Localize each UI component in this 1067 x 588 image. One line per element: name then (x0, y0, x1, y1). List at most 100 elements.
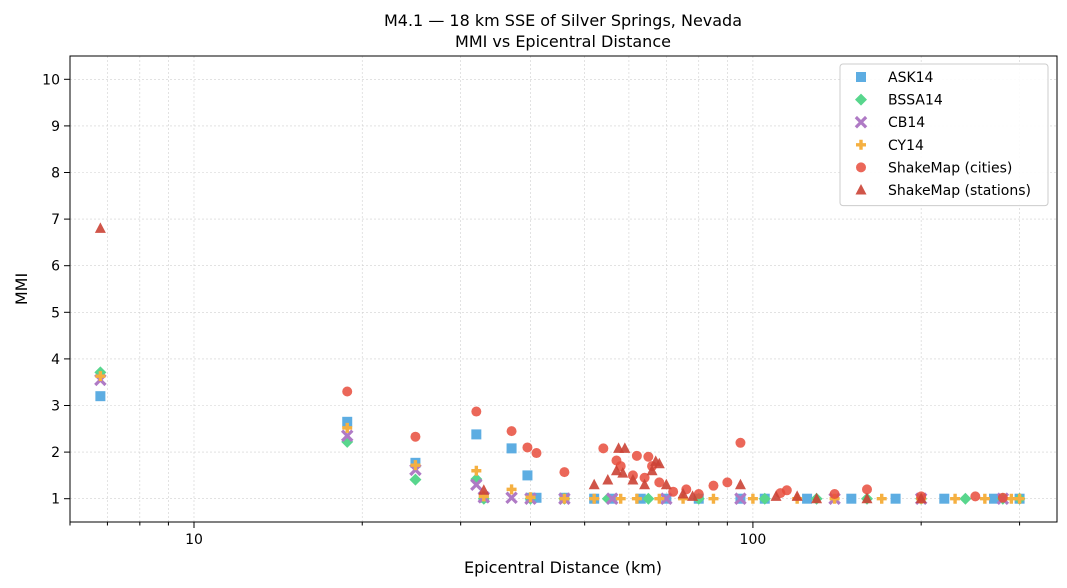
data-point (531, 448, 542, 459)
legend: ASK14 BSSA14 CB14 CY14 ShakeMap (cities) Shak… (839, 63, 1049, 207)
legend-label: CY14 (888, 138, 924, 154)
data-point (660, 492, 673, 505)
data-point (615, 493, 626, 504)
data-point (959, 492, 972, 505)
series-circle (342, 386, 1008, 503)
x-tick-label: 100 (740, 532, 767, 548)
data-point (410, 431, 421, 442)
y-tick-label: 5 (51, 305, 60, 321)
data-point (506, 426, 517, 437)
y-tick-label: 10 (42, 72, 60, 88)
data-point (631, 450, 642, 461)
data-point (95, 371, 106, 382)
legend-marker (854, 115, 868, 129)
data-point (654, 493, 665, 504)
data-point (660, 478, 672, 490)
data-point (708, 493, 719, 504)
data-point (588, 478, 600, 490)
data-point (610, 464, 622, 476)
y-tick-label: 2 (51, 445, 60, 461)
data-point (602, 474, 614, 485)
data-point (646, 464, 658, 476)
data-point (409, 473, 422, 486)
y-axis-ticks: 1 2 3 4 5 6 7 8 9 10 (42, 72, 70, 508)
data-point (505, 491, 518, 505)
data-point (627, 474, 639, 485)
data-point (559, 467, 570, 478)
data-point (861, 492, 873, 504)
data-point (559, 493, 570, 504)
legend-marker (856, 162, 866, 173)
data-point (950, 493, 961, 504)
data-point (677, 488, 689, 499)
series-triangle (94, 222, 927, 504)
x-axis-ticks: 10 100 (69, 522, 1021, 548)
data-point (643, 451, 654, 462)
data-point (939, 493, 950, 504)
data-point (471, 429, 482, 440)
plot-frame (69, 55, 1058, 523)
legend-label: ShakeMap (cities) (888, 160, 1012, 176)
data-point (342, 416, 353, 427)
data-point (989, 493, 1000, 504)
data-points (94, 222, 1026, 505)
legend-marker (855, 184, 867, 195)
chart-subtitle: MMI vs Epicentral Distance (455, 32, 671, 51)
x-axis-label: Epicentral Distance (km) (464, 558, 662, 577)
grid (69, 56, 1057, 522)
data-point (522, 442, 533, 453)
chart-title: M4.1 — 18 km SSE of Silver Springs, Neva… (384, 11, 742, 30)
data-point (598, 443, 609, 454)
y-tick-label: 4 (51, 352, 60, 368)
y-tick-label: 6 (51, 259, 60, 275)
data-point (589, 493, 600, 504)
data-point (693, 489, 704, 500)
data-point (890, 493, 901, 504)
data-point (829, 489, 840, 500)
legend-label: ASK14 (888, 70, 934, 86)
data-point (531, 492, 542, 503)
data-point (471, 406, 482, 417)
data-point (525, 492, 536, 503)
data-point (811, 492, 823, 504)
legend-marker (856, 72, 866, 82)
data-point (342, 386, 353, 397)
data-point (846, 493, 857, 504)
data-point (471, 465, 482, 476)
data-point (708, 480, 719, 491)
data-point (734, 492, 747, 505)
data-point (915, 492, 927, 504)
y-axis-label: MMI (12, 273, 31, 305)
x-tick-label: 10 (185, 532, 203, 548)
data-point (94, 222, 106, 233)
y-tick-label: 7 (51, 212, 60, 228)
data-point (619, 442, 631, 453)
y-tick-label: 8 (51, 166, 60, 182)
data-point (781, 485, 792, 496)
data-point (506, 443, 517, 454)
legend-label: ShakeMap (stations) (888, 183, 1031, 199)
data-point (747, 493, 758, 504)
legend-label: CB14 (888, 115, 925, 131)
data-point (687, 490, 699, 501)
y-tick-label: 3 (51, 399, 60, 415)
data-point (970, 491, 981, 502)
data-point (654, 477, 665, 488)
data-point (342, 422, 353, 433)
data-point (979, 493, 990, 504)
data-point (722, 477, 733, 488)
data-point (1014, 493, 1025, 504)
legend-marker (856, 139, 866, 150)
data-point (770, 490, 782, 501)
data-point (470, 478, 483, 491)
data-point (617, 467, 629, 478)
data-point (653, 457, 665, 469)
legend-box (839, 63, 1049, 207)
data-point (340, 429, 354, 443)
data-point (735, 437, 746, 448)
data-point (95, 391, 106, 402)
data-point (631, 493, 642, 504)
data-point (758, 492, 771, 505)
data-point (802, 493, 813, 504)
